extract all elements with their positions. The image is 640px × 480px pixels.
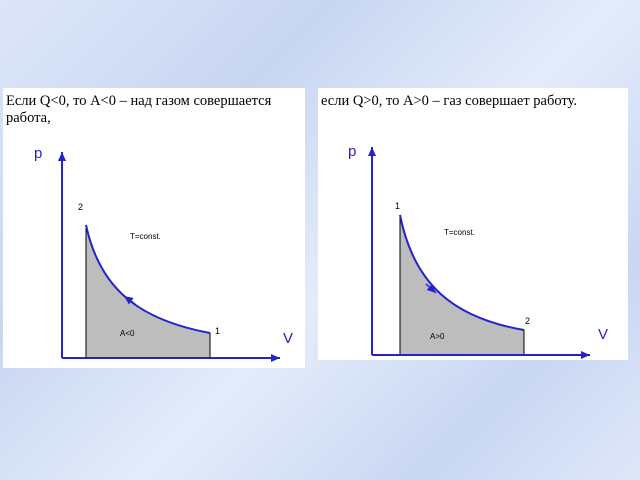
y-axis-label: p: [34, 145, 42, 162]
caption: если Q>0, то A>0 – газ совершает работу.: [321, 93, 577, 109]
point-label: 2: [78, 202, 83, 212]
isotherm-curve: [399, 214, 525, 331]
direction-arrow: [123, 295, 136, 305]
caption: Если Q<0, то A<0 – над газом совершается…: [6, 93, 272, 126]
y-axis-label: p: [348, 143, 356, 160]
work-label: A<0: [120, 329, 135, 338]
work-area: [85, 224, 211, 359]
isotherm-label: T=const.: [444, 228, 475, 237]
left-diagram: p V 2 1 T=const. A<0: [34, 145, 293, 362]
work-label: A>0: [430, 332, 445, 341]
point-label: 2: [525, 316, 530, 326]
direction-arrow: [425, 283, 437, 294]
point-label: 1: [395, 201, 400, 211]
point-label: 1: [215, 326, 220, 336]
right-diagram: p V 1 2 T=const. A>0: [348, 143, 608, 359]
isotherm-label: T=const.: [130, 232, 161, 241]
x-axis-label: V: [598, 326, 608, 343]
x-axis-label: V: [283, 330, 293, 347]
